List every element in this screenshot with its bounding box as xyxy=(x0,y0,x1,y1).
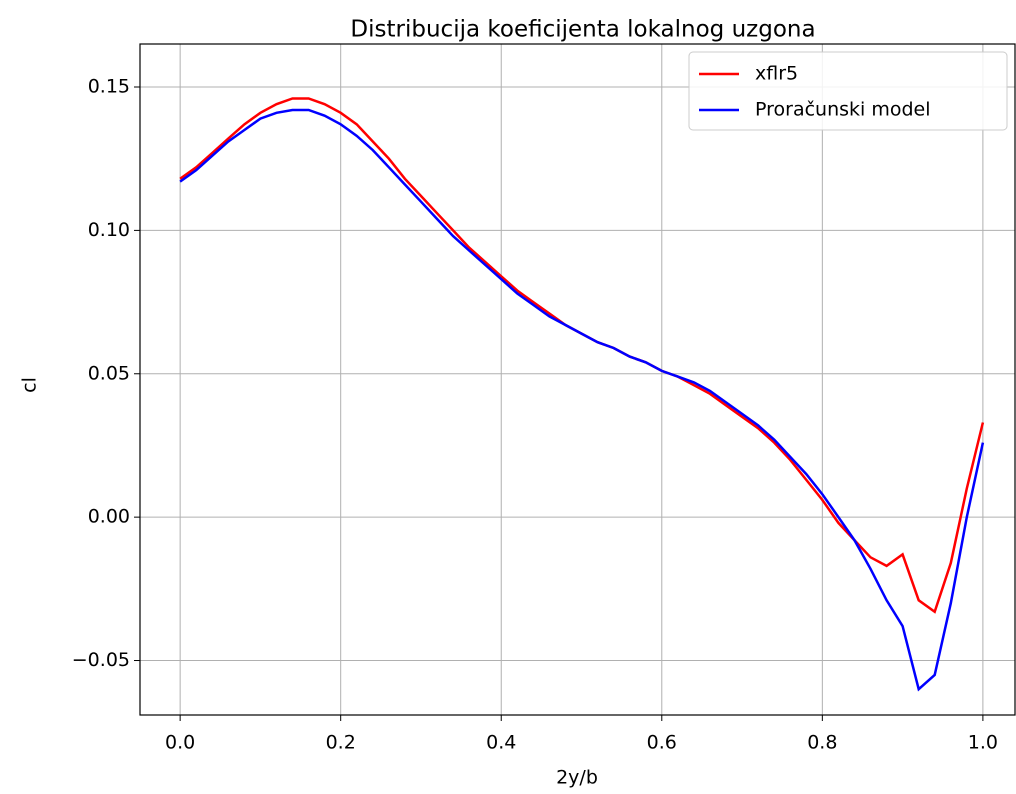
y-tick-label: 0.10 xyxy=(88,219,130,241)
data-line xyxy=(179,97,985,614)
x-axis-label: 2y/b xyxy=(556,767,598,789)
legend-box xyxy=(688,51,1008,131)
y-tick-label: 0.05 xyxy=(88,362,130,384)
y-tick-label: 0.15 xyxy=(88,76,130,98)
x-tick-label: 1.0 xyxy=(968,732,998,754)
x-tick-label: 0.6 xyxy=(647,732,677,754)
x-tick-label: 0.0 xyxy=(165,732,195,754)
y-tick-label: 0.00 xyxy=(88,506,130,528)
x-tick-label: 0.4 xyxy=(486,732,516,754)
chart-title: Distribucija koeficijenta lokalnog uzgon… xyxy=(350,17,815,43)
legend-label: xflr5 xyxy=(755,63,798,85)
x-tick-label: 0.8 xyxy=(807,732,837,754)
plot-frame xyxy=(139,43,1016,716)
data-line xyxy=(179,108,985,692)
x-tick-label: 0.2 xyxy=(326,732,356,754)
legend-label: Proračunski model xyxy=(755,99,931,121)
y-tick-label: −0.05 xyxy=(72,649,130,671)
y-axis-label: cl xyxy=(19,377,41,393)
